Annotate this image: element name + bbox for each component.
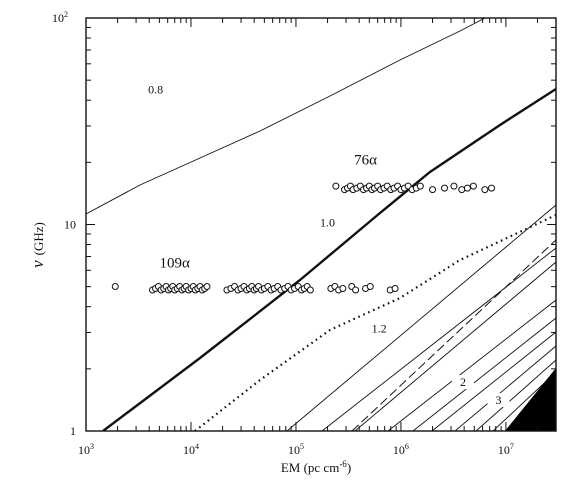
- x-tick-label: 103: [78, 442, 94, 457]
- svg-text:ν(GHz): ν (GHz): [28, 222, 47, 268]
- data-point-109a: [203, 282, 211, 290]
- data-point-76a: [332, 182, 340, 190]
- contour-label-bg: [451, 375, 474, 390]
- data-point-76a: [450, 182, 458, 190]
- x-axis-label: EM (pc cm-6): [281, 459, 351, 475]
- contour-label: 3: [496, 393, 502, 407]
- x-tick-label: 107: [498, 442, 514, 457]
- data-point-109a: [339, 284, 347, 292]
- contour-label-bg: [144, 82, 167, 97]
- y-tick-label: 102: [52, 10, 68, 25]
- contour-label-bg: [487, 393, 510, 408]
- series-label: 76α: [354, 153, 377, 169]
- curve-thin-5: [431, 331, 556, 431]
- y-tick-label: 1: [70, 424, 76, 438]
- x-tick-label: 104: [183, 442, 199, 457]
- data-point-109a: [366, 282, 374, 290]
- data-point-76a: [469, 182, 477, 190]
- contour-label: 0.8: [148, 83, 163, 97]
- y-axis-label-symbol: ν: [28, 260, 47, 268]
- y-tick-labels: 1 10 102: [52, 10, 76, 438]
- series-labels: 109α 76α: [160, 153, 378, 272]
- data-point-76a: [488, 184, 496, 192]
- curve-thin-1: [321, 247, 556, 431]
- data-point-109a: [391, 284, 399, 292]
- dense-contour-fill: [505, 368, 556, 431]
- contour-label-bg: [368, 321, 391, 336]
- contour-labels: 0.8 1.0 1.2 2 3: [144, 82, 510, 408]
- curve-thin-6: [454, 345, 556, 431]
- curve-thin-3: [387, 299, 556, 431]
- y-axis-label-unit: (GHz): [31, 222, 46, 255]
- dense-fill-area: [505, 368, 556, 431]
- x-axis-label-main: EM (pc cm: [281, 460, 339, 475]
- curve-dashed: [351, 239, 556, 431]
- curve-thin-7: [475, 359, 556, 431]
- curve-thin-2: [354, 261, 556, 431]
- y-axis-label: ν (GHz): [28, 222, 47, 268]
- data-points: [111, 182, 496, 294]
- contour-label: 1.2: [372, 321, 387, 335]
- series-label: 109α: [160, 255, 191, 271]
- curve-thin-0: [286, 204, 556, 431]
- data-point-76a: [416, 182, 424, 190]
- axis-ticks: [85, 18, 557, 432]
- curve-0-8: [86, 18, 486, 215]
- data-point-76a: [463, 184, 471, 192]
- contour-label-bg: [316, 215, 339, 230]
- data-point-76a: [481, 186, 489, 194]
- x-tick-labels: 103 104 105 106 107: [78, 442, 514, 457]
- y-tick-label: 10: [64, 218, 76, 232]
- contour-label: 2: [460, 375, 466, 389]
- x-tick-label: 105: [288, 442, 304, 457]
- data-point-76a: [429, 186, 437, 194]
- data-point-76a: [440, 184, 448, 192]
- data-point-109a: [306, 286, 314, 294]
- x-axis-label-sup: -6: [339, 459, 347, 469]
- data-point-109a: [352, 286, 360, 294]
- data-point-76a: [458, 186, 466, 194]
- data-point-109a: [111, 282, 119, 290]
- contour-label: 1.0: [320, 215, 335, 229]
- curve-thin-4: [412, 317, 556, 431]
- x-axis-label-end: ): [347, 460, 351, 475]
- curve-1-0: [102, 87, 556, 431]
- x-tick-label: 106: [393, 442, 409, 457]
